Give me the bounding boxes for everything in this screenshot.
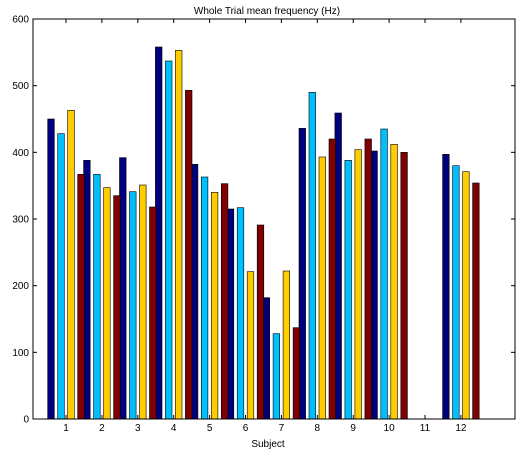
bar	[67, 110, 75, 420]
bar	[47, 118, 55, 420]
bar	[292, 327, 301, 420]
x-tick-label: 6	[243, 423, 249, 434]
bar	[113, 195, 121, 420]
bar	[129, 191, 137, 420]
bar	[380, 128, 388, 420]
x-tick-label: 7	[279, 423, 285, 434]
y-tick-label: 300	[12, 215, 29, 226]
bar	[221, 183, 229, 420]
bar	[185, 90, 193, 420]
x-tick-label: 11	[420, 423, 431, 434]
x-tick-label: 3	[135, 423, 141, 434]
y-tick-label: 400	[12, 148, 29, 159]
bar	[462, 171, 470, 420]
y-tick-label: 0	[23, 415, 29, 426]
bar	[201, 176, 209, 420]
bar	[354, 149, 362, 420]
bar	[344, 160, 352, 420]
y-tick-label: 100	[12, 348, 29, 359]
y-tick-label: 500	[12, 81, 29, 92]
bar	[364, 138, 372, 420]
bar	[165, 60, 173, 420]
x-tick-label: 12	[455, 423, 467, 434]
bar	[472, 182, 480, 420]
bar	[256, 224, 265, 420]
bar	[149, 206, 157, 420]
bar	[390, 144, 398, 420]
x-tick-label: 4	[171, 423, 177, 434]
x-axis-label: Subject	[251, 439, 285, 450]
bar	[442, 154, 450, 420]
bar	[139, 184, 147, 420]
bar	[328, 138, 336, 420]
bar	[400, 152, 408, 420]
bar	[175, 50, 183, 420]
bar	[236, 207, 245, 420]
x-tick-label: 8	[315, 423, 321, 434]
bar	[246, 271, 255, 420]
chart-title: Whole Trial mean frequency (Hz)	[194, 6, 340, 17]
x-tick-label: 5	[207, 423, 213, 434]
bar	[308, 92, 316, 420]
x-tick-label: 10	[384, 423, 396, 434]
x-tick-label: 9	[350, 423, 356, 434]
bar	[77, 174, 85, 420]
bar	[103, 187, 111, 420]
x-tick-label: 1	[63, 423, 69, 434]
bar	[57, 133, 65, 420]
bar	[282, 270, 291, 420]
bar	[272, 333, 281, 420]
x-tick-label: 2	[99, 423, 105, 434]
y-tick-label: 600	[12, 15, 29, 26]
bar	[452, 165, 460, 420]
bar	[93, 174, 101, 420]
y-tick-label: 200	[12, 281, 29, 292]
bar	[211, 192, 219, 420]
bar	[318, 156, 326, 420]
